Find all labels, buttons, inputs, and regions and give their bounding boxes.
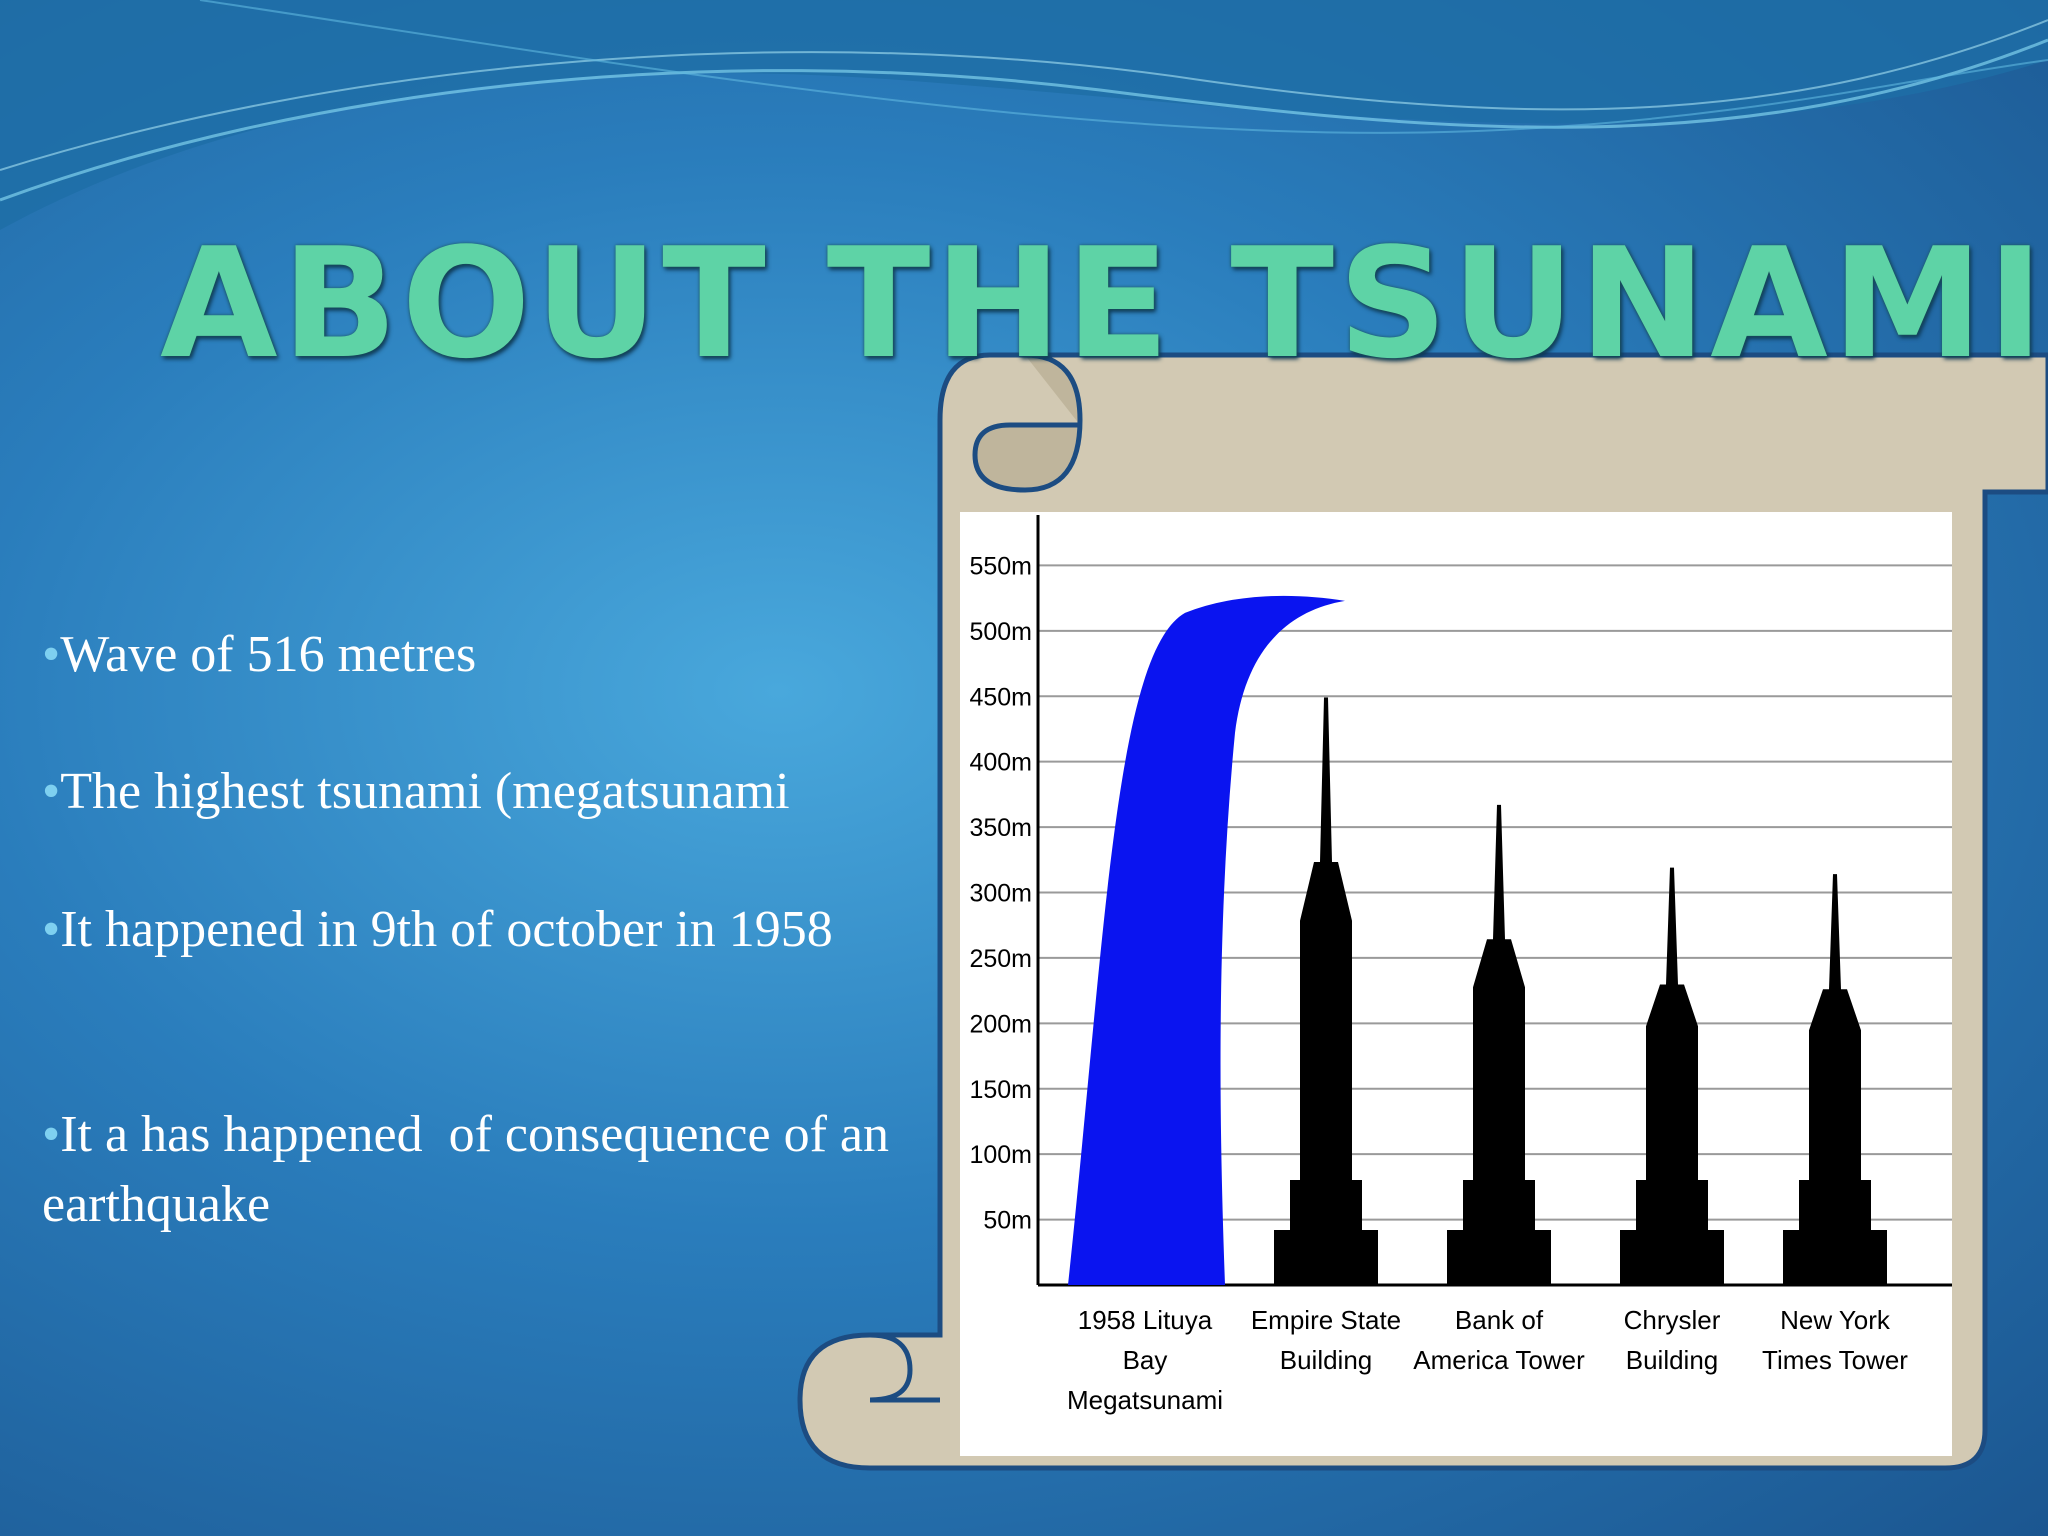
x-tick-label: Bank of America Tower <box>1413 1305 1585 1375</box>
building <box>1783 874 1887 1285</box>
y-tick-label: 450m <box>969 683 1032 711</box>
building <box>1274 697 1378 1285</box>
y-tick-label: 300m <box>969 880 1032 908</box>
bullet: •The highest tsunami (megatsunami <box>42 763 790 820</box>
building <box>1620 867 1724 1285</box>
wave <box>1068 595 1345 1285</box>
slide-title: ABOUT THE TSUNAMI: <box>160 215 2048 392</box>
y-tick-label: 500m <box>969 618 1032 646</box>
y-tick-label: 400m <box>969 749 1032 777</box>
x-tick-label: Chrysler Building <box>1623 1305 1721 1375</box>
y-tick-label: 250m <box>969 945 1032 973</box>
x-tick-label: New York Times Tower <box>1762 1305 1908 1375</box>
y-tick-label: 350m <box>969 814 1032 842</box>
y-tick-label: 200m <box>969 1010 1032 1038</box>
building <box>1447 804 1551 1285</box>
y-tick-label: 100m <box>969 1141 1032 1169</box>
x-tick-label: 1958 Lituya Bay Megatsunami <box>1066 1305 1224 1415</box>
y-tick-label: 50m <box>983 1207 1032 1235</box>
x-tick-label: Empire State Building <box>1250 1305 1402 1375</box>
y-tick-label: 550m <box>969 552 1032 580</box>
bullet: •Wave of 516 metres <box>42 626 477 683</box>
y-tick-label: 150m <box>969 1076 1032 1104</box>
bullet: •It happened in 9th of october in 1958 <box>42 901 833 958</box>
bullet: •It a has happened of consequence of an … <box>42 1106 902 1233</box>
